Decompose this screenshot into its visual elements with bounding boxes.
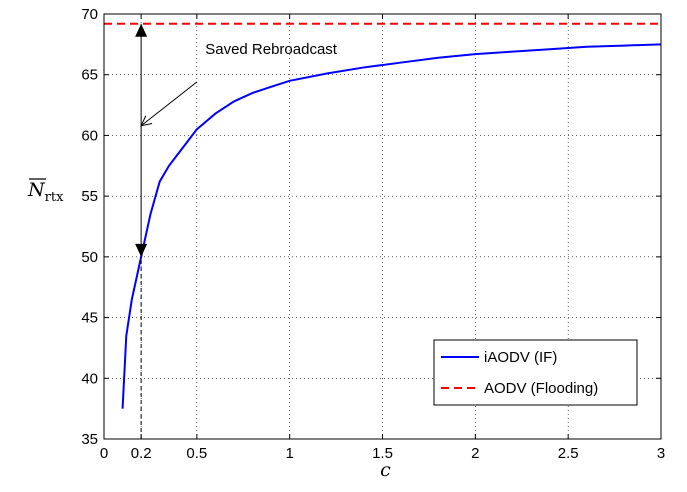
- y-tick-label: 55: [81, 188, 98, 205]
- y-tick-label: 65: [81, 67, 98, 84]
- x-tick-label: 0: [100, 445, 108, 462]
- y-tick-label: 45: [81, 310, 98, 327]
- y-tick-label: 35: [81, 431, 98, 448]
- annotation-label: Saved Rebroadcast: [205, 41, 338, 58]
- x-tick-label: 1.5: [372, 445, 393, 462]
- annotations: Saved Rebroadcast: [135, 23, 338, 439]
- series-line-iaodv-if: [121, 43, 662, 409]
- arrowhead-up: [135, 23, 148, 37]
- y-axis-label: Nrtx: [27, 179, 64, 205]
- x-tick-label: 2.5: [558, 445, 579, 462]
- y-tick-label: 70: [81, 6, 98, 23]
- legend-label: iAODV (IF): [484, 349, 557, 366]
- series-group: [104, 22, 662, 409]
- x-tick-label: 0.2: [131, 445, 152, 462]
- y-tick-label: 60: [81, 127, 98, 144]
- legend-label: AODV (Flooding): [484, 380, 598, 397]
- x-tick-label: 3: [657, 445, 665, 462]
- x-axis-label: c: [380, 459, 391, 481]
- axis-ticks: 0 0.2 0.5 1 1.5 2 2.5 3 35 40 45 50 55 60 65 70: [81, 6, 665, 462]
- x-tick-label: 2: [471, 445, 479, 462]
- y-axis-label-main: N: [27, 179, 46, 201]
- legend: iAODV (IF) AODV (Flooding): [433, 339, 638, 406]
- y-tick-label: 50: [81, 249, 98, 266]
- y-tick-label: 40: [81, 370, 98, 387]
- legend-box: [433, 339, 638, 406]
- pointer-arrow: [141, 81, 198, 126]
- x-tick-label: 0.5: [186, 445, 207, 462]
- arrowhead-down: [135, 243, 148, 257]
- x-tick-label: 1: [285, 445, 293, 462]
- axis-labels: c Nrtx: [27, 178, 391, 481]
- y-axis-label-sub: rtx: [45, 190, 64, 205]
